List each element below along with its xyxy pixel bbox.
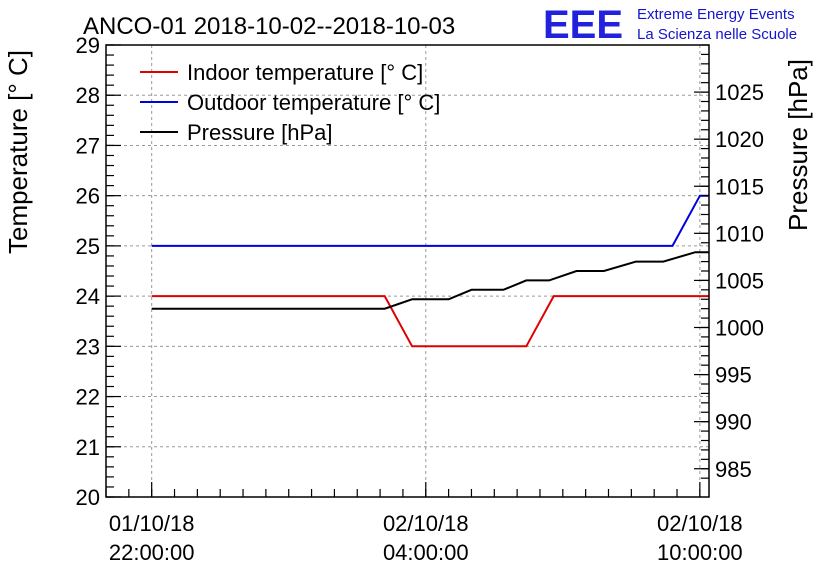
y-axis-label: Temperature [° C] bbox=[3, 50, 33, 254]
y-tick-label: 23 bbox=[76, 334, 100, 359]
eee-logo-mark: EEE bbox=[543, 3, 623, 47]
y2-tick-label: 1025 bbox=[715, 80, 764, 105]
x-tick-label-date: 01/10/18 bbox=[109, 511, 195, 536]
y-tick-label: 21 bbox=[76, 435, 100, 460]
series-line-2 bbox=[151, 251, 709, 310]
x-tick-label-date: 02/10/18 bbox=[657, 511, 743, 536]
y2-tick-label: 1015 bbox=[715, 174, 764, 199]
y-tick-label: 27 bbox=[76, 133, 100, 158]
y-tick-label: 29 bbox=[76, 33, 100, 58]
legend-label: Indoor temperature [° C] bbox=[187, 60, 423, 85]
chart-title: ANCO-01 2018-10-02--2018-10-03 bbox=[83, 13, 455, 40]
y2-axis-label: Pressure [hPa] bbox=[783, 59, 813, 231]
eee-logo-line1: Extreme Energy Events bbox=[637, 6, 795, 23]
y-tick-label: 22 bbox=[76, 385, 100, 410]
series-line-0 bbox=[151, 295, 709, 348]
y2-tick-label: 985 bbox=[715, 457, 752, 482]
series-line-1 bbox=[151, 194, 709, 247]
legend-label: Pressure [hPa] bbox=[187, 120, 333, 145]
y2-tick-label: 1005 bbox=[715, 268, 764, 293]
plot-axes: 20 21 22 23 24 25 26 27 28 29 985 990 995 1000 1005 101… bbox=[76, 33, 764, 565]
y-tick-label: 25 bbox=[76, 234, 100, 259]
x-tick-label-time: 22:00:00 bbox=[109, 540, 195, 565]
y2-tick-label: 1020 bbox=[715, 127, 764, 152]
legend-label: Outdoor temperature [° C] bbox=[187, 90, 440, 115]
x-tick-label-time: 04:00:00 bbox=[383, 540, 469, 565]
legend: Indoor temperature [° C] Outdoor temperat… bbox=[140, 60, 440, 145]
y-tick-label: 28 bbox=[76, 83, 100, 108]
y2-tick-label: 990 bbox=[715, 410, 752, 435]
x-tick-label-date: 02/10/18 bbox=[383, 511, 469, 536]
y-tick-label: 26 bbox=[76, 184, 100, 209]
y-tick-label: 24 bbox=[76, 284, 100, 309]
plot-series bbox=[151, 194, 709, 348]
y2-tick-label: 1000 bbox=[715, 316, 764, 341]
y2-tick-label: 995 bbox=[715, 363, 752, 388]
y2-tick-label: 1010 bbox=[715, 221, 764, 246]
y-tick-label: 20 bbox=[76, 485, 100, 510]
x-tick-label-time: 10:00:00 bbox=[657, 540, 743, 565]
eee-logo-line2: La Scienza nelle Scuole bbox=[637, 26, 797, 43]
eee-logo: EEE Extreme Energy Events La Scienza nel… bbox=[543, 3, 797, 47]
